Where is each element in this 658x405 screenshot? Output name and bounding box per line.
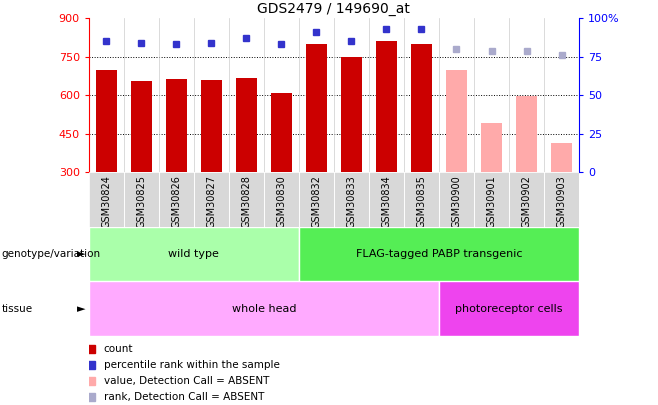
Text: rank, Detection Call = ABSENT: rank, Detection Call = ABSENT	[103, 392, 264, 402]
Bar	[89, 227, 299, 281]
Bar	[411, 44, 432, 172]
Bar	[124, 172, 159, 227]
Text: GSM30900: GSM30900	[451, 175, 461, 228]
Text: GSM30902: GSM30902	[522, 175, 532, 228]
Text: GSM30828: GSM30828	[241, 175, 251, 228]
Bar	[201, 80, 222, 172]
Bar	[376, 41, 397, 172]
Bar	[89, 281, 439, 336]
Text: ►: ►	[77, 249, 86, 259]
Bar	[334, 172, 369, 227]
Bar	[474, 172, 509, 227]
Text: percentile rank within the sample: percentile rank within the sample	[103, 360, 280, 370]
Bar	[446, 70, 467, 172]
Bar	[516, 96, 537, 172]
Bar	[299, 172, 334, 227]
Bar	[509, 172, 544, 227]
Bar	[341, 57, 362, 172]
Text: GSM30825: GSM30825	[136, 175, 146, 228]
Bar	[404, 172, 439, 227]
Bar	[551, 143, 572, 172]
Bar	[299, 227, 579, 281]
Text: GSM30830: GSM30830	[276, 175, 286, 228]
Text: value, Detection Call = ABSENT: value, Detection Call = ABSENT	[103, 376, 269, 386]
Text: FLAG-tagged PABP transgenic: FLAG-tagged PABP transgenic	[356, 249, 522, 259]
Text: whole head: whole head	[232, 304, 296, 314]
Text: photoreceptor cells: photoreceptor cells	[455, 304, 563, 314]
Bar	[544, 172, 579, 227]
Bar	[264, 172, 299, 227]
Bar	[89, 172, 124, 227]
Text: GSM30827: GSM30827	[207, 175, 216, 228]
Text: GSM30834: GSM30834	[382, 175, 392, 228]
Title: GDS2479 / 149690_at: GDS2479 / 149690_at	[257, 2, 411, 16]
Text: GSM30832: GSM30832	[311, 175, 321, 228]
Bar	[439, 172, 474, 227]
Text: GSM30903: GSM30903	[557, 175, 567, 228]
Text: GSM30826: GSM30826	[171, 175, 182, 228]
Text: tissue: tissue	[1, 304, 32, 314]
Bar	[369, 172, 404, 227]
Bar	[96, 70, 117, 172]
Text: GSM30833: GSM30833	[347, 175, 357, 228]
Bar	[131, 81, 152, 172]
Text: GSM30835: GSM30835	[417, 175, 426, 228]
Bar	[439, 281, 579, 336]
Bar	[271, 93, 292, 172]
Text: wild type: wild type	[168, 249, 219, 259]
Text: GSM30901: GSM30901	[486, 175, 497, 228]
Text: ►: ►	[77, 304, 86, 314]
Text: genotype/variation: genotype/variation	[1, 249, 101, 259]
Text: GSM30824: GSM30824	[101, 175, 111, 228]
Bar	[236, 78, 257, 172]
Bar	[194, 172, 229, 227]
Bar	[166, 79, 187, 172]
Bar	[229, 172, 264, 227]
Bar	[306, 44, 327, 172]
Text: count: count	[103, 343, 133, 354]
Bar	[159, 172, 194, 227]
Bar	[481, 124, 502, 172]
